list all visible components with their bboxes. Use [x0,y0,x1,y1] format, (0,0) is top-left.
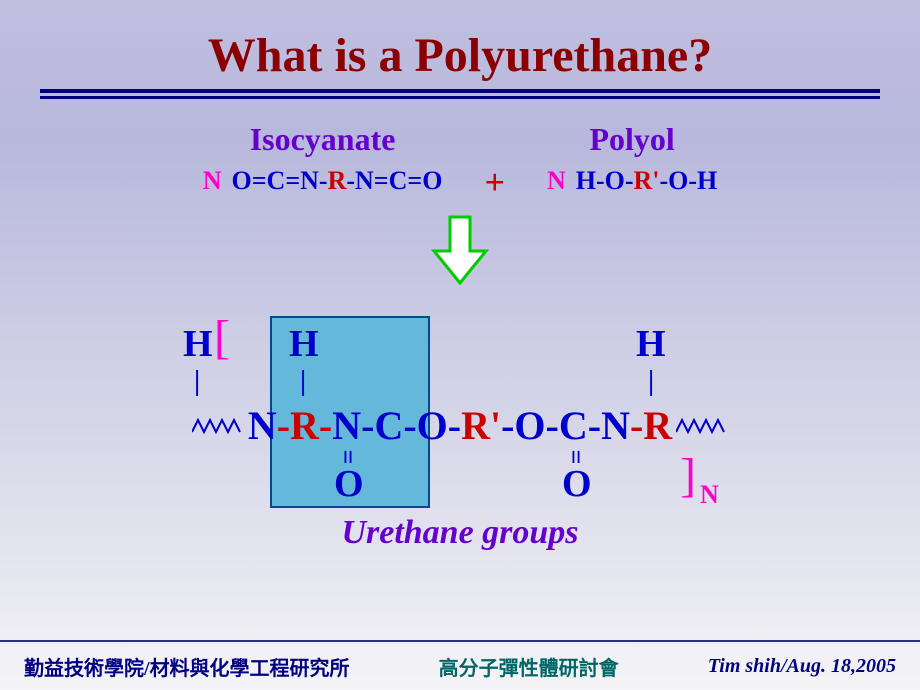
footer-center: 高分子彈性體研討會 [439,652,619,681]
polymer-chain: N -R- N -C-O- R' -O-C- N -R [0,402,920,449]
isocyanate-label: Isocyanate [203,121,443,158]
chain-N1: N [248,402,277,449]
h-atom-2: H [636,322,666,366]
title-underline-2 [40,96,880,99]
h-atom-0: H [183,322,213,366]
reaction-arrow [0,215,920,292]
iso-post: -N=C=O [346,166,442,195]
plus-sign: + [484,161,505,203]
bond-bar-1: | [300,366,306,398]
bracket-right: ] [680,448,696,503]
double-bond-1: = [560,450,590,465]
h-atom-1: H [289,322,319,366]
isocyanate-n: N [203,166,222,196]
o-atom-0: O [334,462,364,506]
footer-left: 勤益技術學院/材料與化學工程研究所 [24,652,350,681]
isocyanate-formula: O=C=N-R-N=C=O [232,166,443,196]
bracket-n-sub: N [700,480,719,510]
product-structure: N -R- N -C-O- R' -O-C- N -R H H H | | | … [0,322,920,512]
iso-r: R [328,166,347,195]
poly-pre: H-O- [576,166,634,195]
o-atom-1: O [562,462,592,506]
double-bond-0: = [332,450,362,465]
chain-N2: N [332,402,361,449]
bond-bar-0: | [194,366,200,398]
footer-bar: 勤益技術學院/材料與化學工程研究所 高分子彈性體研討會 Tim shih/Aug… [0,640,920,690]
chain-OC2: -O-C- [501,402,601,449]
polyol-formula: H-O-R'-O-H [576,166,718,196]
polyol-block: Polyol N H-O-R'-O-H [547,121,717,196]
polyol-n: N [547,166,566,196]
reactants-row: Isocyanate N O=C=N-R-N=C=O + Polyol N H-… [0,121,920,203]
isocyanate-block: Isocyanate N O=C=N-R-N=C=O [203,121,443,196]
poly-r: R' [634,166,660,195]
chain-R2: -R [630,402,672,449]
bracket-left: [ [214,310,230,365]
chain-N3: N [601,402,630,449]
bond-bar-2: | [648,366,654,398]
footer-right: Tim shih/Aug. 18,2005 [708,655,896,678]
chain-Rp: R' [461,402,501,449]
title-underline-1 [40,89,880,93]
zigzag-left-icon [192,414,244,438]
chain-R1: -R- [277,402,333,449]
iso-pre: O=C=N- [232,166,328,195]
urethane-groups-label: Urethane groups [0,514,920,552]
poly-post: -O-H [660,166,718,195]
chain-CO1: -C-O- [361,402,461,449]
footer-left-2: 材料與化學工程研究所 [150,658,350,680]
footer-left-1: 勤益技術學院 [24,658,144,680]
page-title: What is a Polyurethane? [208,28,712,83]
polyol-label: Polyol [547,121,717,158]
zigzag-right-icon [676,414,728,438]
